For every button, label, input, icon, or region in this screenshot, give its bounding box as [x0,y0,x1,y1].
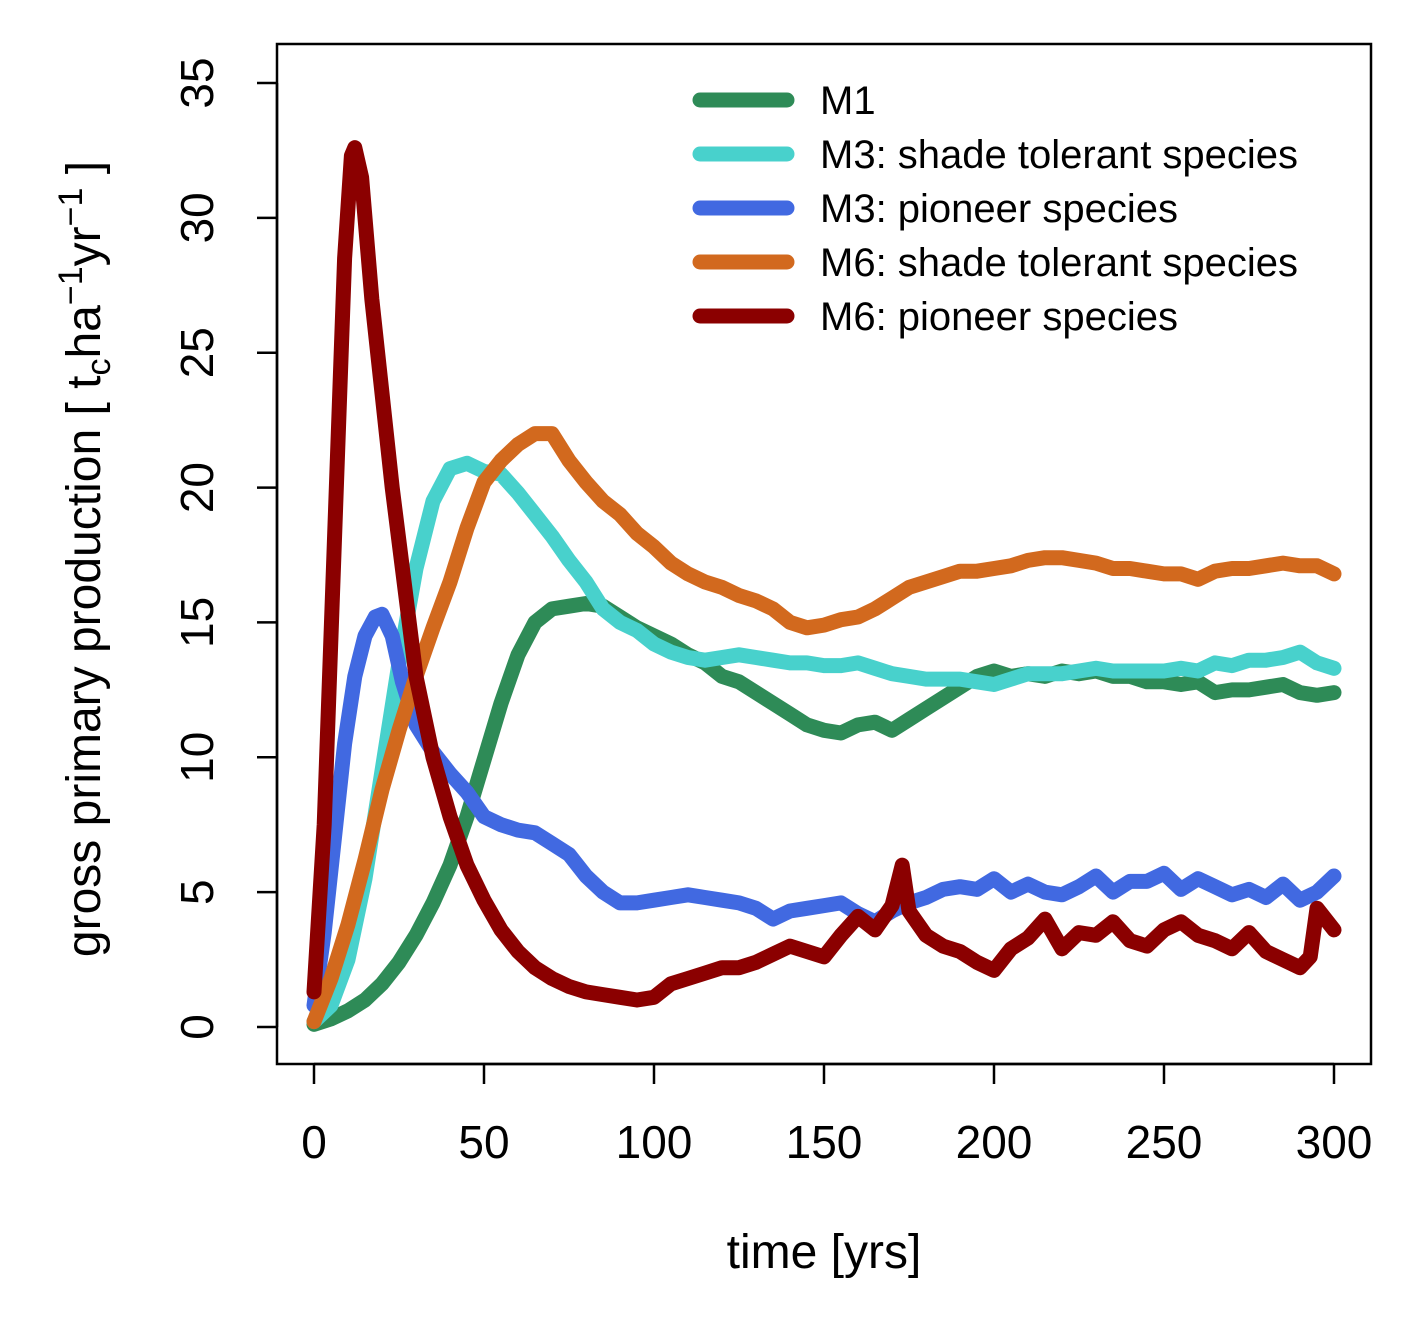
legend-label-m1: M1 [820,79,876,123]
series-line-m1 [306,596,1342,1032]
y-tick-label-5: 5 [171,879,223,905]
y-tick-label-30: 30 [171,192,223,243]
legend: M1 M3: shade tolerant species M3: pioneer … [692,79,1298,339]
y-axis-title-sup1: −1 [52,266,90,305]
legend-label-m3-pioneer-species: M3: pioneer species [820,187,1178,231]
x-tick-label-50: 50 [458,1116,509,1168]
y-tick-label-35: 35 [171,57,223,108]
y-tick-label-0: 0 [171,1014,223,1040]
y-axis-title-prefix: gross primary production [ t [58,376,111,958]
x-tick-label-0: 0 [301,1116,327,1168]
legend-label-m6-pioneer-species: M6: pioneer species [820,295,1178,339]
series-layer [306,140,1342,1032]
y-axis-title-suffix: ] [58,161,111,188]
y-tick-label-15: 15 [171,597,223,648]
y-axis: 0 5 10 15 20 25 30 35 [171,57,279,1040]
series-line-m6-pioneer-species [306,140,1342,1008]
y-axis-title-mid2: yr [58,226,111,266]
x-tick-label-250: 250 [1126,1116,1203,1168]
x-axis: 0 50 100 150 200 250 300 [301,1062,1373,1168]
y-tick-label-10: 10 [171,732,223,783]
y-axis-title-mid1: ha [58,305,111,359]
x-axis-title: time [yrs] [727,1226,922,1279]
x-tick-label-300: 300 [1296,1116,1373,1168]
legend-label-m3-shade-tolerant-species: M3: shade tolerant species [820,133,1298,177]
y-axis-title-sub: c [80,359,118,376]
x-tick-label-100: 100 [616,1116,693,1168]
y-tick-label-25: 25 [171,327,223,378]
y-tick-label-20: 20 [171,462,223,513]
x-tick-label-200: 200 [956,1116,1033,1168]
legend-label-m6-shade-tolerant-species: M6: shade tolerant species [820,241,1298,285]
y-axis-title: gross primary production [ tcha−1yr−1 ] [52,161,118,957]
x-tick-label-150: 150 [786,1116,863,1168]
series-line-m6-shade-tolerant-species [306,426,1342,1030]
y-axis-title-sup2: −1 [52,188,90,227]
